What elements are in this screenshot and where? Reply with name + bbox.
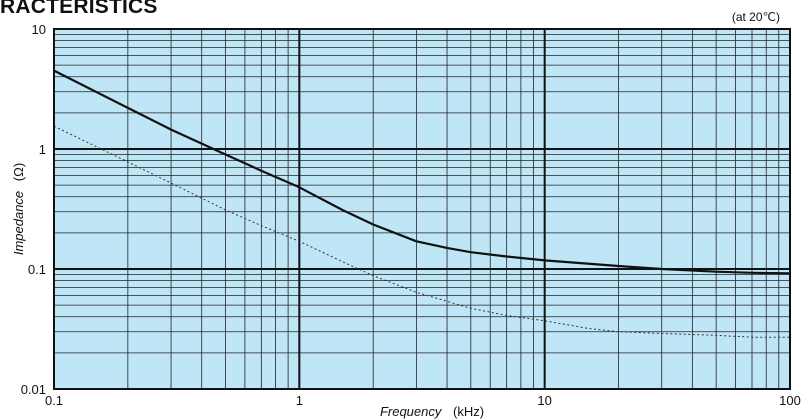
x-axis-unit: (kHz) bbox=[453, 404, 484, 419]
y-tick-label: 10 bbox=[32, 22, 46, 37]
dotted-impedance-curve bbox=[53, 125, 790, 338]
y-tick-label: 1 bbox=[39, 142, 46, 157]
x-tick-labels: 0.1 1 10 100 bbox=[45, 393, 801, 408]
series-layer bbox=[53, 69, 791, 338]
y-axis-title: Impedance bbox=[11, 191, 26, 255]
minor-gridlines bbox=[54, 29, 790, 389]
x-axis-label: Frequency (kHz) bbox=[380, 404, 484, 419]
x-tick-label: 1 bbox=[296, 393, 303, 408]
plot-border bbox=[53, 28, 791, 390]
y-axis-unit: (Ω) bbox=[11, 163, 26, 181]
x-tick-label: 100 bbox=[779, 393, 801, 408]
chart-title: RACTERISTICS bbox=[0, 0, 158, 18]
y-axis-label: Impedance (Ω) bbox=[11, 163, 26, 255]
solid-impedance-curve bbox=[53, 69, 791, 275]
x-tick-label: 10 bbox=[537, 393, 551, 408]
y-tick-label: 0.1 bbox=[28, 262, 46, 277]
temperature-condition-note: (at 20℃) bbox=[731, 10, 780, 24]
x-axis-title: Frequency bbox=[380, 404, 443, 419]
x-tick-label: 0.1 bbox=[45, 393, 63, 408]
plot-area bbox=[54, 29, 790, 389]
y-tick-labels: 0.01 0.1 1 10 bbox=[21, 22, 46, 397]
y-tick-label: 0.01 bbox=[21, 382, 46, 397]
